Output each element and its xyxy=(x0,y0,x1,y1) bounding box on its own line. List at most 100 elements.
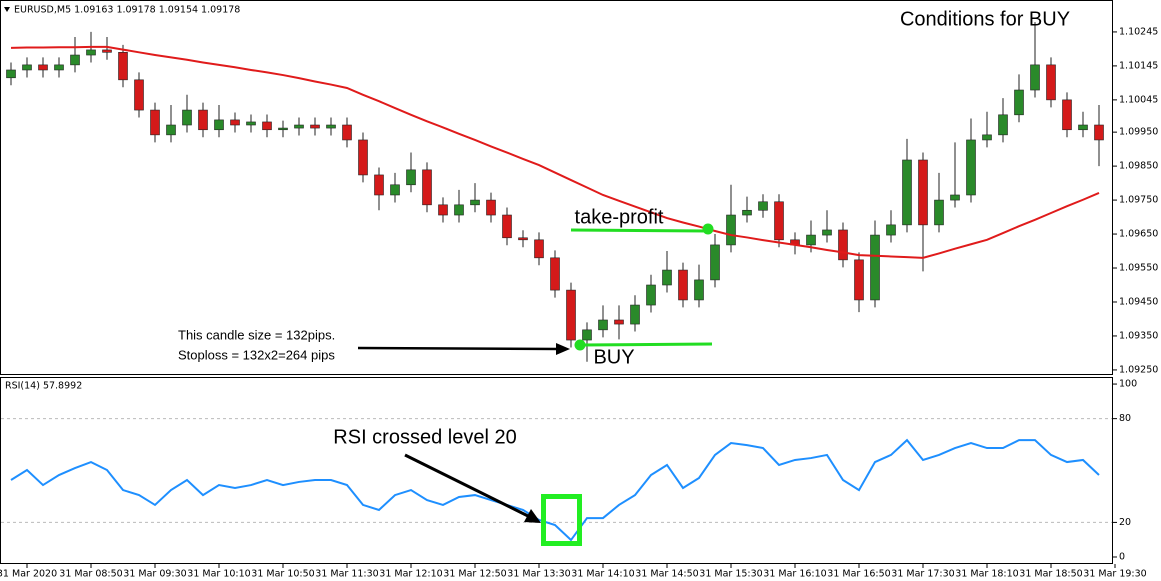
candle-body xyxy=(854,259,864,301)
y-tick-label: 1.09650 xyxy=(1119,229,1158,240)
x-tick-label: 31 Mar 14:10 xyxy=(571,569,634,580)
candle-body xyxy=(758,201,768,211)
candle-body xyxy=(582,329,592,341)
x-tick-label: 31 Mar 08:50 xyxy=(59,569,122,580)
arrow xyxy=(404,453,531,519)
y-tick-label: 1.10045 xyxy=(1119,94,1158,105)
y-tick-label: 1.10245 xyxy=(1119,26,1158,37)
candle-body xyxy=(1014,89,1024,116)
candle-body xyxy=(358,139,368,176)
candle-body xyxy=(870,234,880,301)
x-tick-label: 31 Mar 10:10 xyxy=(187,569,250,580)
candle-body xyxy=(182,109,192,126)
buy-dot xyxy=(574,339,586,351)
candle-body xyxy=(1046,64,1056,101)
candle-body xyxy=(614,319,624,325)
rsi-panel xyxy=(0,377,1113,564)
candle-body xyxy=(134,79,144,111)
candle-body xyxy=(166,124,176,136)
candle-body xyxy=(902,159,912,226)
take-profit-dot xyxy=(702,223,714,235)
x-tick-label: 31 Mar 16:50 xyxy=(827,569,890,580)
x-tick-label: 31 Mar 10:50 xyxy=(251,569,314,580)
candle-body xyxy=(6,69,16,79)
candle-body xyxy=(694,279,704,301)
candle-body xyxy=(310,124,320,129)
x-tick-label: 31 Mar 09:30 xyxy=(123,569,186,580)
annotation: This candle size = 132pips. xyxy=(178,327,335,342)
candle-body xyxy=(198,109,208,131)
candle-body xyxy=(374,174,384,196)
y-tick-label: 1.09250 xyxy=(1119,364,1158,375)
candle-body xyxy=(406,169,416,186)
x-tick-label: 31 Mar 11:30 xyxy=(315,569,378,580)
x-tick-label: 31 Mar 13:30 xyxy=(507,569,570,580)
candle-body xyxy=(934,199,944,226)
y-tick-label: 1.10145 xyxy=(1119,60,1158,71)
candle-body xyxy=(470,199,480,206)
annotation: Conditions for BUY xyxy=(900,8,1070,30)
x-tick-label: 31 Mar 15:30 xyxy=(699,569,762,580)
candle-body xyxy=(278,127,288,131)
candle-body xyxy=(966,139,976,196)
x-tick-label: 31 Mar 14:50 xyxy=(635,569,698,580)
candle-body xyxy=(118,52,128,81)
candle-body xyxy=(550,257,560,291)
annotation-shapes xyxy=(357,223,714,546)
candle-body xyxy=(726,214,736,246)
candle-body xyxy=(214,119,224,131)
candle-body xyxy=(534,239,544,259)
chart-title: EURUSD,M5 1.09163 1.09178 1.09154 1.0917… xyxy=(14,5,240,16)
x-tick-label: 31 Mar 17:30 xyxy=(891,569,954,580)
x-tick-label: 31 Mar 18:10 xyxy=(955,569,1018,580)
candle-body xyxy=(806,234,816,246)
candle-body xyxy=(774,201,784,241)
candle-body xyxy=(678,269,688,301)
y-tick-label: 1.09550 xyxy=(1119,263,1158,274)
candle-body xyxy=(70,54,80,66)
x-tick-label: 31 Mar 16:10 xyxy=(763,569,826,580)
candle-body xyxy=(246,121,256,126)
x-tick-label: 31 Mar 18:50 xyxy=(1019,569,1082,580)
candle-body xyxy=(822,229,832,236)
candle-body xyxy=(646,284,656,306)
annotation: Stoploss = 132x2=264 pips xyxy=(178,347,335,362)
x-tick-label: 31 Mar 12:10 xyxy=(379,569,442,580)
candle-body xyxy=(1078,124,1088,131)
candle-body xyxy=(518,237,528,241)
candle-body xyxy=(742,209,752,216)
candle-body xyxy=(566,289,576,341)
y-tick-label: 1.09850 xyxy=(1119,161,1158,172)
moving-average xyxy=(10,45,1100,259)
plot-layer: 1.10245 1.10145 1.10045 1.09950 1.09850 1.097… xyxy=(0,22,1158,580)
candle-body xyxy=(230,119,240,126)
buy-line xyxy=(579,342,713,347)
arrow-head xyxy=(556,343,570,355)
candle-body xyxy=(22,64,32,71)
candle-body xyxy=(422,169,432,206)
candle-body xyxy=(326,124,336,129)
y-tick-label: 80 xyxy=(1119,413,1131,424)
candle-body xyxy=(662,269,672,286)
candle-body xyxy=(1030,64,1040,91)
candle-body xyxy=(598,319,608,331)
candle-body xyxy=(38,64,48,71)
y-tick-label: 1.09950 xyxy=(1119,127,1158,138)
candle-body xyxy=(86,49,96,56)
y-tick-label: 100 xyxy=(1119,379,1137,390)
x-tick-label: 31 Mar 12:50 xyxy=(443,569,506,580)
candle-body xyxy=(454,204,464,216)
highlight-box xyxy=(541,494,582,546)
candle-body xyxy=(438,204,448,216)
candle-body xyxy=(486,199,496,216)
arrow xyxy=(357,346,561,351)
candle-body xyxy=(294,124,304,129)
candle-body xyxy=(342,124,352,141)
candle-body xyxy=(982,134,992,141)
candle-body xyxy=(950,194,960,201)
y-tick-label: 0 xyxy=(1119,551,1125,562)
menu-triangle xyxy=(4,7,10,12)
y-tick-label: 1.09750 xyxy=(1119,195,1158,206)
annotation: BUY xyxy=(593,346,634,368)
